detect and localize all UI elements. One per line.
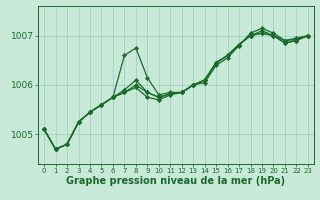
X-axis label: Graphe pression niveau de la mer (hPa): Graphe pression niveau de la mer (hPa): [67, 176, 285, 186]
